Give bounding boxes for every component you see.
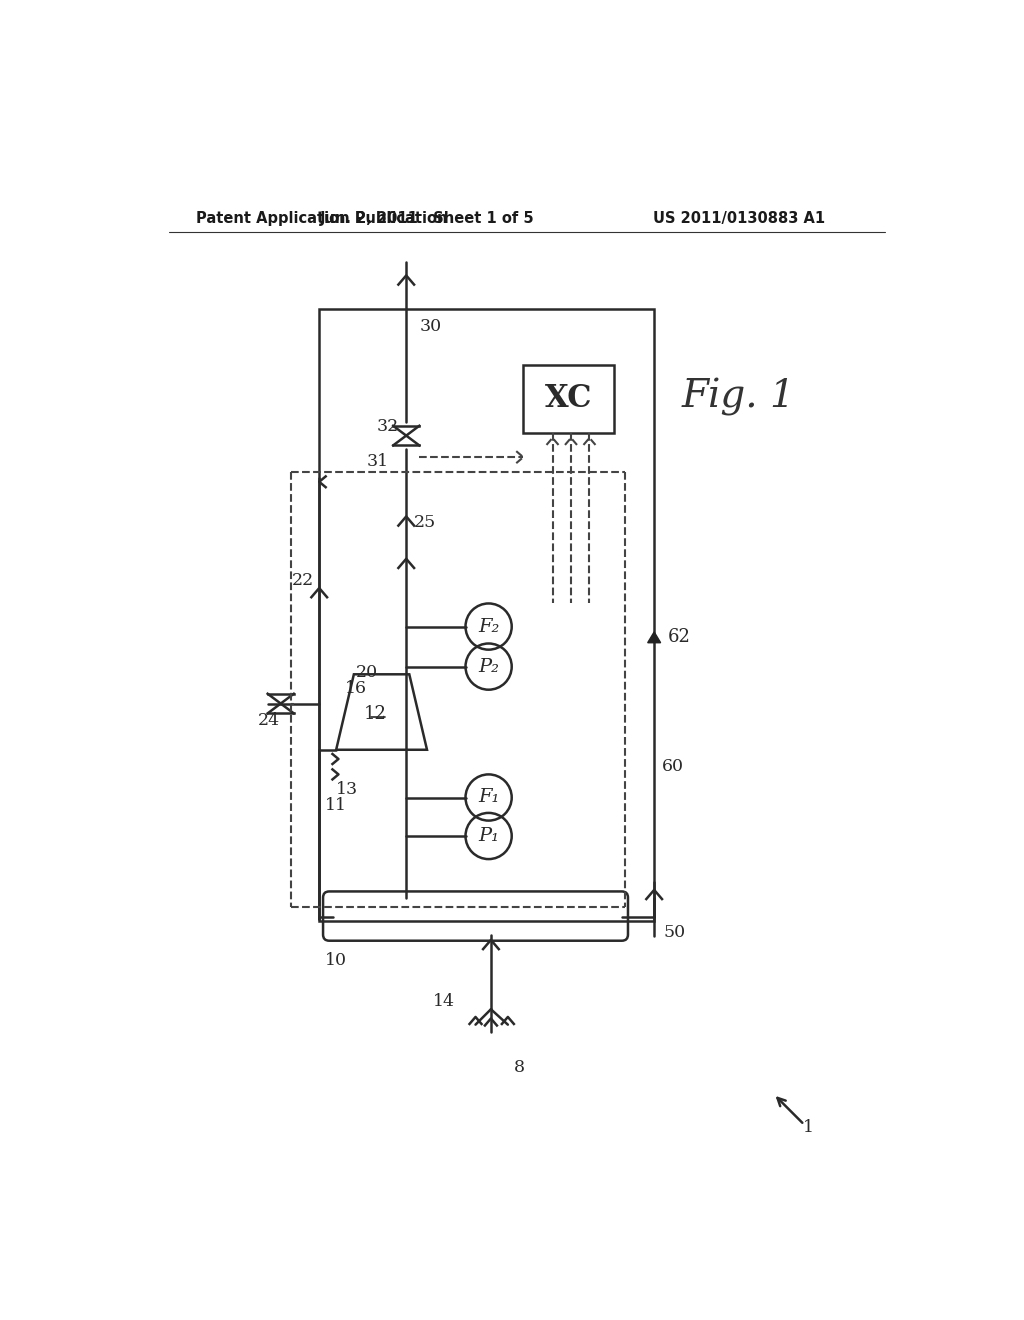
Text: 25: 25 xyxy=(414,513,436,531)
Text: 22: 22 xyxy=(292,572,314,589)
Text: P₂: P₂ xyxy=(478,657,499,676)
Text: 30: 30 xyxy=(419,318,441,335)
Text: 12: 12 xyxy=(364,705,387,723)
Text: 31: 31 xyxy=(367,453,389,470)
Text: 13: 13 xyxy=(336,781,358,799)
Text: Patent Application Publication: Patent Application Publication xyxy=(196,211,447,226)
Text: 60: 60 xyxy=(662,758,684,775)
Text: 20: 20 xyxy=(356,664,378,681)
Text: 50: 50 xyxy=(664,924,685,941)
Text: 11: 11 xyxy=(325,797,346,813)
Text: 14: 14 xyxy=(433,993,456,1010)
Bar xyxy=(523,364,614,433)
Text: F₂: F₂ xyxy=(478,618,500,635)
Polygon shape xyxy=(648,632,660,643)
Text: P₁: P₁ xyxy=(478,828,499,845)
Text: 8: 8 xyxy=(514,1059,525,1076)
Text: Jun. 2, 2011   Sheet 1 of 5: Jun. 2, 2011 Sheet 1 of 5 xyxy=(319,211,535,226)
Text: 32: 32 xyxy=(377,418,399,434)
Text: US 2011/0130883 A1: US 2011/0130883 A1 xyxy=(652,211,825,226)
Text: 1: 1 xyxy=(803,1118,814,1135)
Text: XC: XC xyxy=(545,383,593,414)
Text: 16: 16 xyxy=(345,680,367,697)
Text: 24: 24 xyxy=(258,711,280,729)
Text: 62: 62 xyxy=(668,628,691,647)
Text: 10: 10 xyxy=(326,952,347,969)
Text: F₁: F₁ xyxy=(478,788,500,807)
Text: Fig. 1: Fig. 1 xyxy=(682,378,796,416)
Bar xyxy=(319,309,654,921)
